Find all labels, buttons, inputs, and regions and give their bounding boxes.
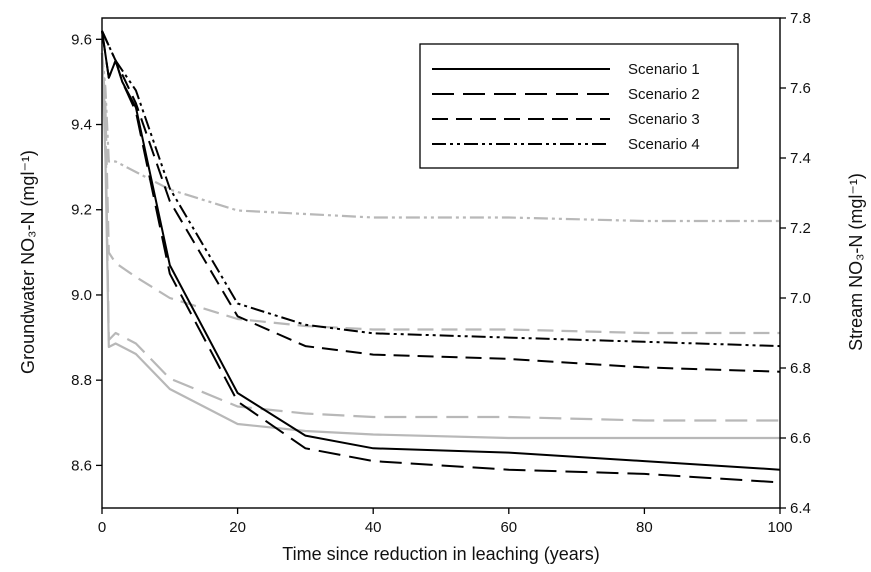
legend-label: Scenario 2 bbox=[628, 86, 700, 103]
plot-lines bbox=[100, 30, 781, 484]
y-axis-right-title: Stream NO₃-N (mgl⁻¹) bbox=[846, 173, 866, 351]
y-left-tick-label: 9.6 bbox=[71, 31, 92, 48]
stream-series-line-dashdotdot bbox=[100, 52, 780, 223]
y-axis-left: 8.6 8.8 9.0 9.2 9.4 9.6 bbox=[71, 31, 102, 474]
groundwater-series-line-dashdotdot bbox=[101, 30, 781, 348]
legend-label: Scenario 1 bbox=[628, 61, 700, 78]
x-axis-title: Time since reduction in leaching (years) bbox=[282, 544, 599, 564]
y-left-tick-label: 9.2 bbox=[71, 202, 92, 219]
y-axis-right: 6.4 6.6 6.8 7.0 7.2 7.4 7.6 7.8 bbox=[780, 10, 811, 517]
legend: Scenario 1 Scenario 2 Scenario 3 Scenario 4 bbox=[419, 43, 739, 169]
stream-series-line-medium bbox=[100, 52, 780, 335]
x-tick-label: 100 bbox=[767, 519, 792, 536]
y-left-tick-label: 8.6 bbox=[71, 457, 92, 474]
y-axis-left-title: Groundwater NO₃-N (mgl⁻¹) bbox=[18, 150, 38, 374]
y-left-tick-label: 9.4 bbox=[71, 117, 92, 134]
legend-label: Scenario 4 bbox=[628, 136, 700, 153]
legend-label: Scenario 3 bbox=[628, 111, 700, 128]
groundwater-series-line-long bbox=[101, 30, 781, 484]
y-left-tick-label: 9.0 bbox=[71, 287, 92, 304]
stream-series-line-long bbox=[100, 52, 780, 422]
x-tick-label: 60 bbox=[500, 519, 517, 536]
y-right-tick-label: 7.2 bbox=[790, 220, 811, 237]
y-right-tick-label: 6.6 bbox=[790, 430, 811, 447]
x-axis: 0 20 40 60 80 100 bbox=[98, 508, 793, 536]
x-tick-label: 0 bbox=[98, 519, 106, 536]
y-right-tick-label: 6.8 bbox=[790, 360, 811, 377]
y-right-tick-label: 7.4 bbox=[790, 150, 811, 167]
plot-frame bbox=[101, 17, 781, 509]
y-right-tick-label: 7.6 bbox=[790, 80, 811, 97]
x-tick-label: 40 bbox=[365, 519, 382, 536]
x-tick-label: 20 bbox=[229, 519, 246, 536]
x-tick-label: 80 bbox=[636, 519, 653, 536]
y-left-tick-label: 8.8 bbox=[71, 372, 92, 389]
y-right-tick-label: 6.4 bbox=[790, 500, 811, 517]
y-right-tick-label: 7.8 bbox=[790, 10, 811, 27]
legend-box bbox=[419, 43, 739, 169]
groundwater-series-line-medium bbox=[101, 30, 781, 373]
y-right-tick-label: 7.0 bbox=[790, 290, 811, 307]
